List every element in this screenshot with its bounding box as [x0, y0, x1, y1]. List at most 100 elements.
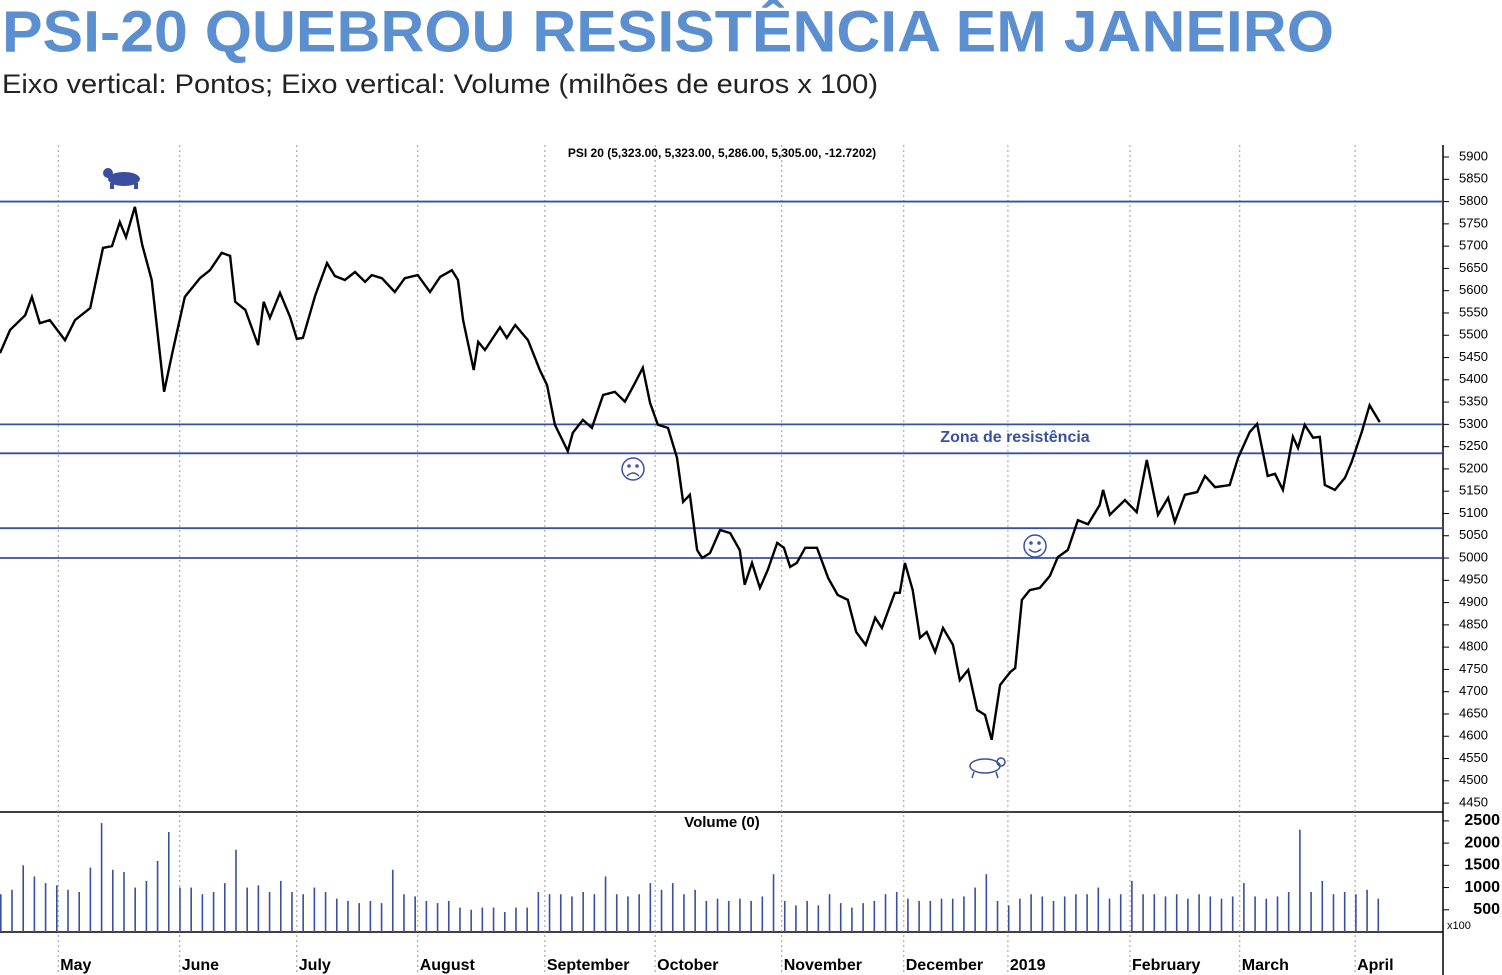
y-tick-label: 5550 [1459, 304, 1488, 319]
chart-subtitle: Eixo vertical: Pontos; Eixo vertical: Vo… [2, 69, 878, 99]
y-tick-label: 4800 [1459, 639, 1488, 654]
volume-bar [783, 900, 786, 932]
volume-bar [638, 894, 640, 932]
volume-bar [358, 903, 360, 932]
y-tick-label: 5250 [1459, 438, 1488, 453]
x-tick-label: November [784, 957, 862, 974]
volume-bar [67, 889, 69, 932]
volume-bar [55, 885, 58, 932]
y-tick-label: 500 [1473, 901, 1500, 918]
volume-bar [335, 898, 338, 932]
y-tick-label: 5450 [1459, 349, 1488, 364]
volume-bar [1086, 894, 1088, 932]
volume-bar [291, 892, 293, 932]
y-tick-label: 4650 [1459, 705, 1488, 720]
series-label: Volume (0) [684, 814, 760, 831]
volume-bar [503, 912, 506, 932]
y-tick-label: 2000 [1464, 834, 1500, 851]
volume-bar [1310, 892, 1312, 932]
volume-bar [537, 892, 540, 932]
volume-bar [0, 894, 2, 932]
volume-bar [268, 892, 271, 932]
volume-bar [235, 849, 237, 932]
x-tick-label: June [182, 957, 219, 974]
volume-bar [1366, 889, 1368, 932]
volume-bar [212, 892, 215, 932]
volume-bar [436, 903, 439, 932]
volume-bar [201, 894, 204, 932]
volume-bar [660, 889, 663, 932]
y-tick-label: 5650 [1459, 260, 1488, 275]
bear-icon [103, 168, 140, 189]
x-tick-label: October [657, 957, 718, 974]
volume-bar [179, 887, 181, 932]
happy-face [1023, 534, 1047, 558]
y-tick-label: 5200 [1459, 460, 1488, 475]
y-tick-label: 4700 [1459, 683, 1488, 698]
y-tick-label: 4600 [1459, 728, 1488, 743]
volume-bar [806, 900, 808, 932]
volume-bar [895, 892, 898, 932]
x-tick-label: September [547, 957, 630, 974]
x-tick-label: August [420, 957, 476, 974]
volume-bar [414, 896, 416, 932]
volume-bar [739, 898, 741, 932]
volume-bar [571, 896, 573, 932]
volume-bar [167, 832, 170, 932]
volume-bar [750, 900, 752, 932]
volume-bar [190, 887, 192, 932]
y-tick-label: 5500 [1459, 327, 1488, 342]
y-tick-label: 2500 [1464, 812, 1500, 829]
x-tick-label: March [1242, 957, 1289, 974]
volume-bar [671, 883, 674, 932]
volume-bar [1276, 896, 1279, 932]
y-tick-label: 5350 [1459, 394, 1488, 409]
volume-bar [134, 887, 136, 932]
volume-bar [604, 876, 607, 932]
volume-bar [851, 907, 853, 932]
x-tick-label: 2019 [1010, 957, 1046, 974]
volume-bar [1343, 892, 1346, 932]
volume-bar [246, 887, 248, 932]
volume-bar [627, 896, 629, 932]
volume-bar [1075, 894, 1077, 932]
volume-bar [817, 905, 820, 932]
y-tick-label: 5100 [1459, 505, 1488, 520]
volume-bar [996, 900, 999, 932]
volume-bar [929, 900, 932, 932]
volume-bar [470, 909, 472, 932]
volume-bar [683, 894, 685, 932]
volume-bar [705, 900, 708, 932]
volume-bar [985, 874, 988, 932]
volume-bar [100, 823, 103, 932]
volume-bar [515, 907, 517, 932]
volume-bar [582, 892, 584, 932]
volume-bar [940, 898, 943, 932]
volume-bar [313, 887, 316, 932]
y-tick-label: 4750 [1459, 661, 1488, 676]
volume-bar [615, 894, 618, 932]
volume-bar [795, 905, 797, 932]
volume-bar [1265, 898, 1268, 932]
volume-bar [425, 900, 428, 932]
y-tick-label: 5150 [1459, 483, 1488, 498]
y-tick-label: 5700 [1459, 238, 1488, 253]
volume-bar [1287, 892, 1290, 932]
y-tick-label: 5600 [1459, 282, 1488, 297]
volume-bar [33, 876, 36, 932]
y-tick-label: 5300 [1459, 416, 1488, 431]
x-tick-label: July [299, 957, 331, 974]
volume-bar [1187, 898, 1189, 932]
annotation: Zona de resistência [940, 429, 1089, 446]
volume-bar [862, 903, 864, 932]
volume-bar [156, 860, 159, 932]
volume-bar [369, 900, 372, 932]
volume-bar [1209, 896, 1212, 932]
volume-bar [1198, 894, 1200, 932]
volume-bar [907, 898, 909, 932]
volume-bar [1299, 829, 1301, 932]
volume-bar [1108, 898, 1111, 932]
volume-bar [223, 883, 226, 932]
volume-bar [1007, 905, 1010, 932]
